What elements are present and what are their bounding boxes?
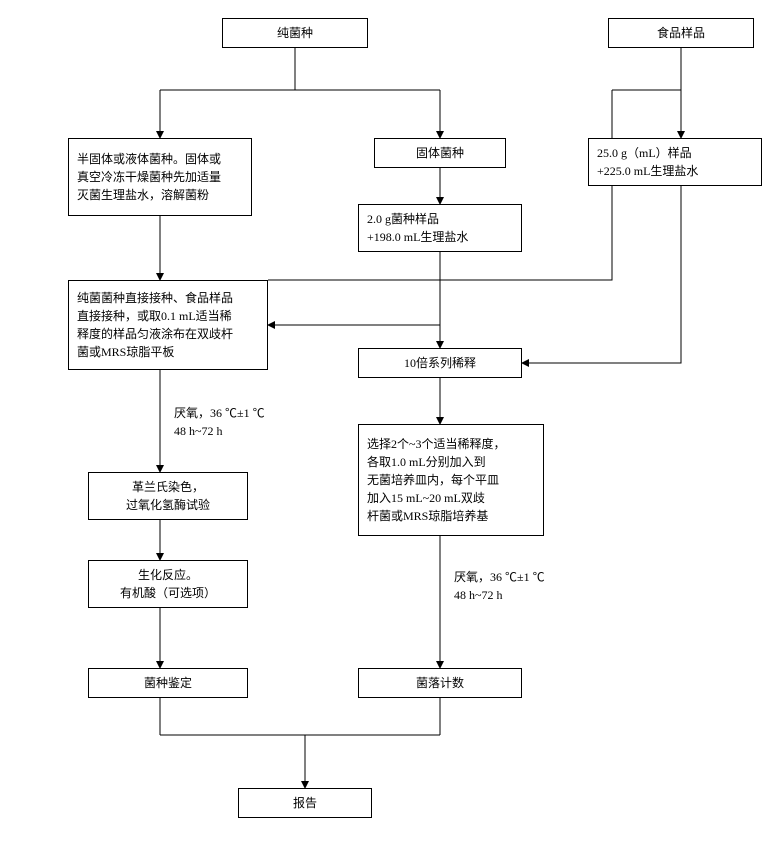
node-biochemical: 生化反应。 有机酸（可选项） (88, 560, 248, 608)
node-gram-stain: 革兰氏染色， 过氧化氢酶试验 (88, 472, 248, 520)
node-identification: 菌种鉴定 (88, 668, 248, 698)
node-report: 报告 (238, 788, 372, 818)
node-solid-strain: 固体菌种 (374, 138, 506, 168)
label-right-conditions: 厌氧，36 ℃±1 ℃ 48 h~72 h (454, 568, 545, 604)
node-serial-dilution: 10倍系列稀释 (358, 348, 522, 378)
node-food-sample: 食品样品 (608, 18, 754, 48)
node-sample-2g: 2.0 g菌种样品 +198.0 mL生理盐水 (358, 204, 522, 252)
edge-e_25_to_serial (522, 186, 681, 363)
node-inoculation: 纯菌菌种直接接种、食品样品 直接接种，或取0.1 mL适当稀 释度的样品匀液涂布… (68, 280, 268, 370)
node-pure-strain: 纯菌种 (222, 18, 368, 48)
node-plating: 选择2个~3个适当稀释度， 各取1.0 mL分别加入到 无菌培养皿内，每个平皿 … (358, 424, 544, 536)
node-semi-solid: 半固体或液体菌种。固体或 真空冷冻干燥菌种先加适量 灭菌生理盐水，溶解菌粉 (68, 138, 252, 216)
node-sample-25g: 25.0 g（mL）样品 +225.0 mL生理盐水 (588, 138, 762, 186)
node-colony-count: 菌落计数 (358, 668, 522, 698)
label-left-conditions: 厌氧，36 ℃±1 ℃ 48 h~72 h (174, 404, 265, 440)
